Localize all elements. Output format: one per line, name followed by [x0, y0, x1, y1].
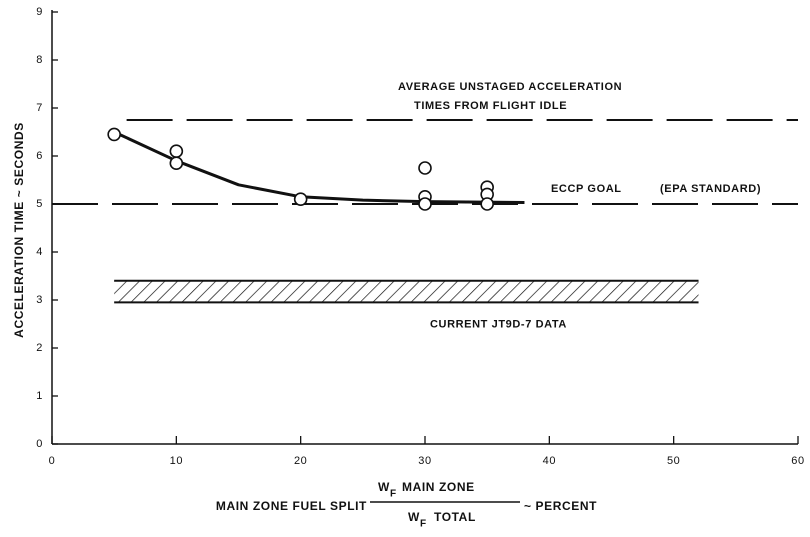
x-axis-label-tail: ~ PERCENT: [524, 499, 597, 513]
data-point: [418, 161, 432, 175]
data-point: [293, 192, 308, 206]
y-tick-label: 5: [36, 198, 43, 210]
y-tick-label: 7: [36, 102, 43, 114]
reference-label: ECCP GOAL: [551, 183, 622, 195]
y-axis-label: ACCELERATION TIME ~ SECONDS: [12, 122, 26, 338]
y-tick-label: 4: [36, 246, 43, 258]
reference-label: (EPA STANDARD): [660, 183, 761, 195]
data-point: [480, 197, 494, 211]
numerator-symbol: W: [378, 480, 390, 494]
data-point: [169, 156, 184, 170]
reference-label: TIMES FROM FLIGHT IDLE: [414, 100, 567, 112]
x-tick-label: 20: [294, 455, 307, 467]
reference-label: AVERAGE UNSTAGED ACCELERATION: [398, 81, 622, 93]
y-tick-label: 3: [36, 294, 43, 306]
y-tick-label: 8: [36, 54, 43, 66]
denominator-subscript: F: [420, 519, 427, 530]
x-axis-label: MAIN ZONE FUEL SPLIT: [216, 499, 367, 513]
y-tick-label: 9: [36, 6, 43, 18]
x-tick-label: 60: [791, 455, 804, 467]
x-tick-label: 30: [418, 455, 431, 467]
numerator-text: MAIN ZONE: [402, 480, 475, 494]
denominator-text: TOTAL: [434, 510, 476, 524]
y-tick-label: 6: [36, 150, 43, 162]
numerator-subscript: F: [390, 489, 397, 500]
y-tick-label: 2: [36, 342, 43, 354]
x-tick-label: 40: [543, 455, 556, 467]
denominator-symbol: W: [408, 510, 420, 524]
y-tick-label: 1: [36, 390, 43, 402]
data-point: [169, 144, 184, 158]
data-point: [418, 197, 432, 211]
y-tick-label: 0: [36, 438, 43, 450]
data-point: [107, 127, 121, 142]
band-label: CURRENT JT9D-7 DATA: [430, 318, 567, 330]
band: [114, 280, 699, 303]
x-tick-label: 50: [667, 455, 680, 467]
x-tick-label: 0: [49, 455, 56, 467]
x-tick-label: 10: [170, 455, 183, 467]
